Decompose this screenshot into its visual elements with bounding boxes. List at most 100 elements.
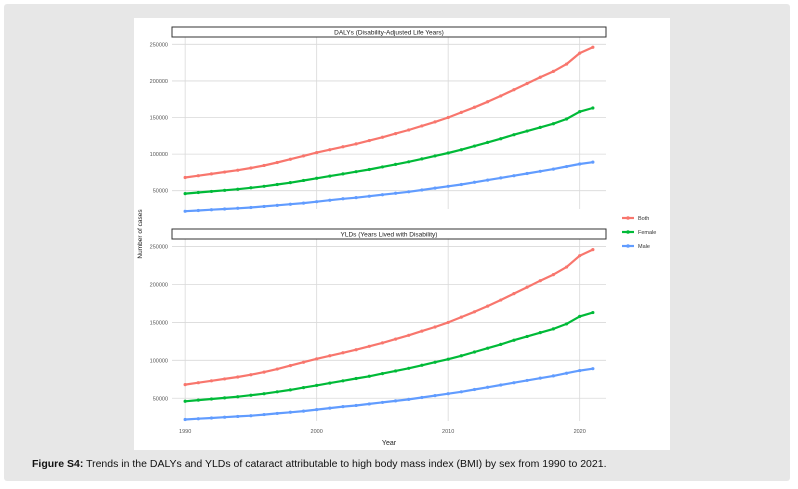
figure-frame: 50000 100000 150000 200000 250000 DALYs (Disa… (4, 4, 790, 481)
data-point-both (262, 163, 266, 168)
data-point-female (354, 170, 358, 174)
data-point-male (288, 202, 292, 206)
data-point-female (354, 376, 358, 381)
data-point-male (433, 186, 437, 190)
data-point-both (328, 148, 332, 152)
y-tick-label: 250000 (150, 245, 168, 251)
data-point-both (446, 115, 450, 120)
data-point-both (551, 69, 555, 73)
data-point-both (262, 370, 266, 374)
data-point-both (433, 120, 437, 124)
data-point-female (301, 386, 306, 390)
caption-label: Figure S4: (32, 458, 84, 470)
data-point-both (209, 379, 214, 383)
data-point-both (459, 315, 463, 319)
y-tick-label: 150000 (150, 320, 168, 326)
data-point-female (433, 154, 437, 158)
data-point-male (472, 387, 477, 392)
data-point-both (328, 354, 332, 358)
x-axis-title: Year (382, 440, 397, 447)
data-point-female (196, 190, 200, 195)
data-point-male (512, 174, 516, 178)
data-point-male (275, 411, 279, 416)
data-point-both (354, 142, 358, 146)
data-point-both (183, 383, 187, 387)
data-point-female (591, 106, 595, 110)
data-point-male (525, 171, 529, 176)
data-point-male (328, 406, 332, 410)
data-point-female (223, 396, 227, 400)
data-point-both (288, 364, 292, 368)
data-point-male (275, 203, 279, 207)
data-point-female (499, 137, 503, 141)
data-point-male (367, 194, 371, 198)
data-point-female (499, 342, 503, 347)
data-point-male (236, 206, 240, 210)
data-point-both (315, 151, 319, 155)
data-point-female (236, 395, 240, 399)
data-point-female (512, 133, 516, 137)
data-point-male (301, 201, 306, 205)
data-point-female (380, 372, 385, 376)
x-tick-label: 1990 (179, 429, 191, 435)
data-point-male (486, 385, 490, 389)
data-point-both (486, 100, 490, 104)
y-tick-label: 100000 (150, 152, 168, 158)
data-point-male (380, 400, 385, 405)
data-point-both (301, 360, 306, 364)
data-point-male (183, 417, 187, 422)
data-point-male (223, 207, 227, 211)
data-point-both (196, 174, 200, 178)
data-point-both (420, 124, 424, 128)
data-point-both (183, 175, 187, 180)
data-point-both (538, 75, 542, 79)
data-point-male (433, 393, 437, 398)
data-point-male (249, 205, 253, 210)
data-point-both (236, 168, 240, 172)
data-point-female (393, 162, 398, 166)
data-point-male (499, 383, 503, 387)
data-point-female (275, 182, 279, 187)
data-point-female (262, 392, 266, 396)
data-point-male (499, 176, 503, 180)
legend-marker-both (626, 216, 630, 220)
data-point-female (578, 110, 582, 114)
data-point-male (420, 188, 424, 192)
data-point-male (459, 182, 463, 187)
data-point-female (459, 354, 463, 358)
data-point-male (407, 190, 411, 194)
caption-text: Trends in the DALYs and YLDs of cataract… (83, 458, 607, 470)
data-point-both (288, 157, 292, 161)
data-point-both (249, 373, 253, 377)
data-point-female (472, 350, 477, 354)
data-point-both (393, 337, 398, 341)
data-point-male (551, 374, 555, 378)
data-point-female (407, 160, 411, 164)
data-point-both (591, 45, 595, 49)
data-point-female (288, 388, 292, 392)
data-point-male (262, 204, 266, 209)
data-point-both (393, 132, 398, 136)
data-point-both (196, 381, 200, 385)
data-point-male (564, 164, 569, 169)
y-tick-label: 250000 (150, 42, 168, 48)
data-point-female (341, 379, 345, 383)
data-point-female (196, 398, 200, 402)
data-point-male (407, 397, 411, 401)
data-point-male (446, 184, 450, 188)
data-point-male (183, 209, 187, 213)
data-point-female (262, 184, 266, 188)
data-point-male (538, 376, 542, 380)
data-point-male (512, 381, 516, 385)
y-tick-label: 50000 (153, 396, 168, 402)
data-point-female (393, 369, 398, 373)
data-point-both (433, 325, 437, 329)
series-line-male (185, 161, 593, 213)
data-point-female (591, 310, 595, 315)
data-point-male (209, 416, 214, 420)
data-point-female (223, 188, 227, 192)
data-point-male (354, 196, 358, 200)
data-point-both (380, 341, 385, 345)
y-tick-label: 150000 (150, 116, 168, 122)
data-point-female (249, 393, 253, 397)
